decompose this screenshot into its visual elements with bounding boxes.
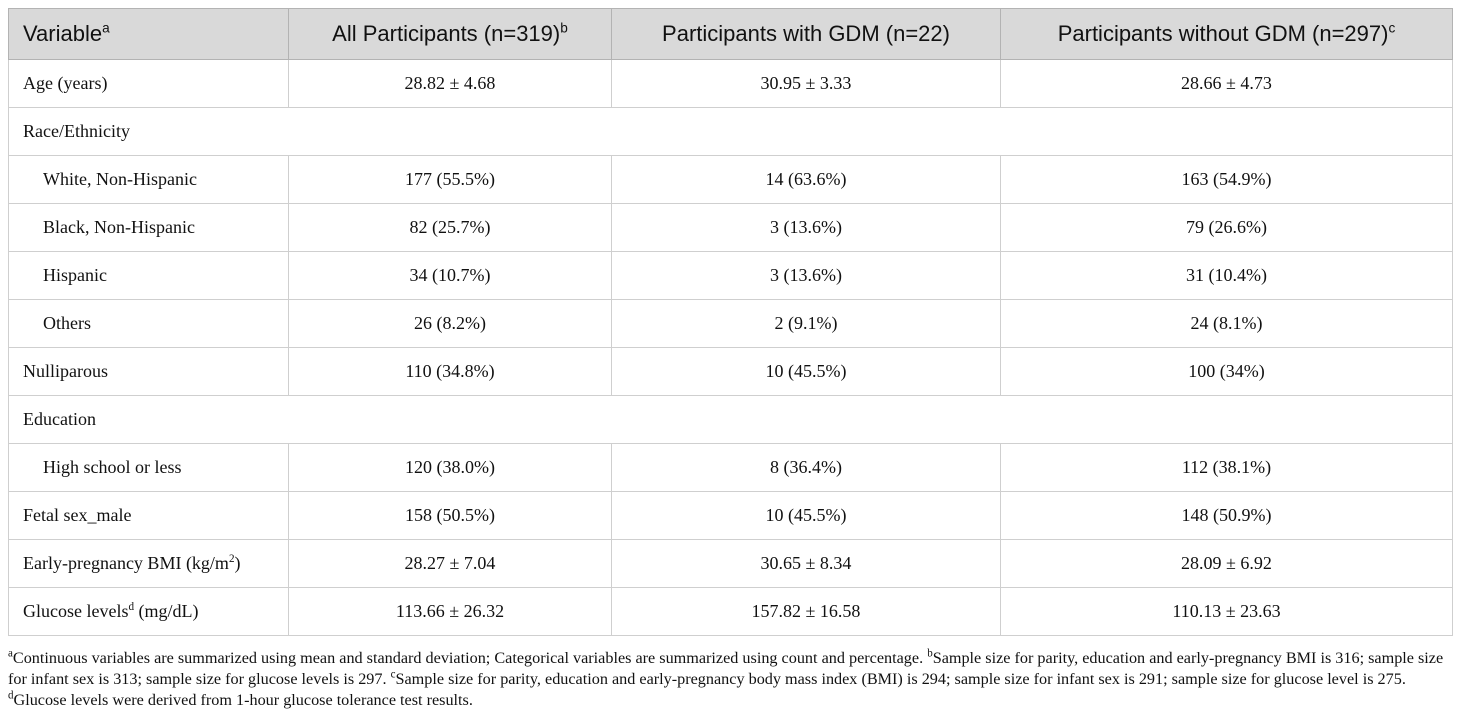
cell-all: 120 (38.0%) (288, 443, 612, 492)
footnote-text: Glucose levels were derived from 1-hour … (13, 691, 473, 709)
cell-no-gdm: 79 (26.6%) (1000, 203, 1453, 252)
footnote-mark: c (390, 668, 396, 681)
cell-all: 28.27 ± 7.04 (288, 539, 612, 588)
cell-gdm: 3 (13.6%) (611, 203, 1001, 252)
row-label: Fetal sex_male (8, 491, 289, 540)
row-label: Age (years) (8, 59, 289, 108)
cell-gdm: 10 (45.5%) (611, 347, 1001, 396)
cell-gdm: 14 (63.6%) (611, 155, 1001, 204)
cell-all: 82 (25.7%) (288, 203, 612, 252)
table-row: White, Non-Hispanic 177 (55.5%) 14 (63.6… (8, 155, 1453, 204)
table-row: Age (years) 28.82 ± 4.68 30.95 ± 3.33 28… (8, 59, 1453, 108)
cell-all: 28.82 ± 4.68 (288, 59, 612, 108)
row-label: Hispanic (8, 251, 289, 300)
data-table-container: Variablea All Participants (n=319)b Part… (8, 8, 1453, 636)
section-label: Race/Ethnicity (8, 107, 1453, 156)
row-label: Glucose levelsd (mg/dL) (8, 587, 289, 636)
table-row: Early-pregnancy BMI (kg/m2) 28.27 ± 7.04… (8, 539, 1453, 588)
cell-all: 110 (34.8%) (288, 347, 612, 396)
table-row: Hispanic 34 (10.7%) 3 (13.6%) 31 (10.4%) (8, 251, 1453, 300)
row-label: Early-pregnancy BMI (kg/m2) (8, 539, 289, 588)
row-label: Nulliparous (8, 347, 289, 396)
cell-no-gdm: 148 (50.9%) (1000, 491, 1453, 540)
header-all-participants: All Participants (n=319)b (288, 8, 612, 60)
table-row: Fetal sex_male 158 (50.5%) 10 (45.5%) 14… (8, 491, 1453, 540)
cell-no-gdm: 28.09 ± 6.92 (1000, 539, 1453, 588)
cell-all: 26 (8.2%) (288, 299, 612, 348)
cell-gdm: 8 (36.4%) (611, 443, 1001, 492)
header-with-gdm: Participants with GDM (n=22) (611, 8, 1001, 60)
cell-gdm: 157.82 ± 16.58 (611, 587, 1001, 636)
table-footnotes: aContinuous variables are summarized usi… (8, 648, 1452, 711)
table-row: Black, Non-Hispanic 82 (25.7%) 3 (13.6%)… (8, 203, 1453, 252)
table-section-row: Race/Ethnicity (8, 107, 1453, 156)
cell-no-gdm: 110.13 ± 23.63 (1000, 587, 1453, 636)
cell-gdm: 10 (45.5%) (611, 491, 1001, 540)
table-section-row: Education (8, 395, 1453, 444)
row-label: High school or less (8, 443, 289, 492)
cell-gdm: 2 (9.1%) (611, 299, 1001, 348)
cell-all: 158 (50.5%) (288, 491, 612, 540)
table-row: Nulliparous 110 (34.8%) 10 (45.5%) 100 (… (8, 347, 1453, 396)
cell-no-gdm: 24 (8.1%) (1000, 299, 1453, 348)
cell-all: 34 (10.7%) (288, 251, 612, 300)
row-label: Black, Non-Hispanic (8, 203, 289, 252)
cell-no-gdm: 31 (10.4%) (1000, 251, 1453, 300)
table-row: Glucose levelsd (mg/dL) 113.66 ± 26.32 1… (8, 587, 1453, 636)
cell-no-gdm: 163 (54.9%) (1000, 155, 1453, 204)
cell-gdm: 30.65 ± 8.34 (611, 539, 1001, 588)
cell-no-gdm: 28.66 ± 4.73 (1000, 59, 1453, 108)
header-without-gdm: Participants without GDM (n=297)c (1000, 8, 1453, 60)
cell-no-gdm: 100 (34%) (1000, 347, 1453, 396)
footnote-mark: d (8, 689, 14, 702)
row-label: White, Non-Hispanic (8, 155, 289, 204)
section-label: Education (8, 395, 1453, 444)
cell-gdm: 3 (13.6%) (611, 251, 1001, 300)
footnote-text: Sample size for parity, education and ea… (395, 670, 1406, 688)
header-row: Variablea All Participants (n=319)b Part… (8, 8, 1453, 60)
footnote-mark: a (8, 647, 13, 660)
row-label: Others (8, 299, 289, 348)
table-row: High school or less 120 (38.0%) 8 (36.4%… (8, 443, 1453, 492)
cell-no-gdm: 112 (38.1%) (1000, 443, 1453, 492)
footnote-text: Sample size for parity, education and ea… (8, 649, 1444, 688)
cell-all: 113.66 ± 26.32 (288, 587, 612, 636)
cell-all: 177 (55.5%) (288, 155, 612, 204)
table-row: Others 26 (8.2%) 2 (9.1%) 24 (8.1%) (8, 299, 1453, 348)
footnote-mark: b (927, 647, 933, 660)
participant-characteristics-table: Variablea All Participants (n=319)b Part… (8, 8, 1453, 636)
cell-gdm: 30.95 ± 3.33 (611, 59, 1001, 108)
header-variable: Variablea (8, 8, 289, 60)
footnote-text: Continuous variables are summarized usin… (12, 649, 928, 667)
